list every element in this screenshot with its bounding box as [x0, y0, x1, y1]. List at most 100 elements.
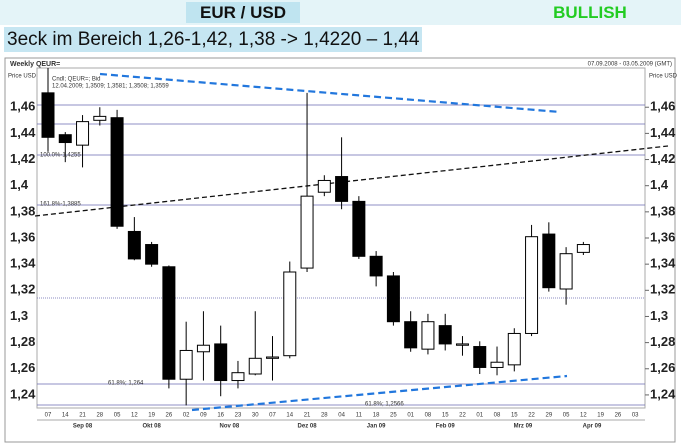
y-tick-label: 1,44: [650, 125, 676, 140]
y-tick-label: 1,24: [650, 386, 676, 401]
x-tick-label: 19: [597, 413, 604, 419]
x-tick-label: 15: [442, 413, 449, 419]
y-tick-label: 1,46: [650, 99, 675, 114]
y-tick-label: 1,34: [10, 256, 36, 271]
candle-body: [179, 349, 193, 380]
y-tick-label: 1,34: [650, 256, 676, 271]
annotation: 12.04.2009; 1,3509; 1,3581; 1,3508; 1,35…: [52, 84, 169, 90]
trend-line-lower: [191, 374, 568, 412]
y-tick-label: 1,36: [10, 229, 35, 244]
candle-body: [58, 134, 72, 144]
x-tick-label: 14: [62, 413, 69, 419]
candle-body: [300, 195, 314, 269]
candle-body: [507, 332, 521, 366]
candle-body: [196, 344, 210, 353]
annotation: 161.8%-1,3885: [40, 202, 81, 208]
candle-body: [93, 115, 107, 121]
x-tick-label: 28: [96, 413, 103, 419]
x-tick-label: 05: [563, 413, 570, 419]
x-tick-label: 09: [200, 413, 207, 419]
candle-body: [317, 179, 331, 193]
candle-body: [110, 117, 124, 227]
x-tick-label: 22: [528, 413, 535, 419]
month-label: Mrz 09: [514, 424, 533, 430]
month-label: Dez 08: [298, 424, 318, 430]
header-bar: EUR / USD BULLISH: [0, 0, 681, 25]
x-tick-label: 12: [131, 413, 138, 419]
month-label: Jan 09: [367, 424, 386, 430]
x-tick-label: 22: [459, 413, 466, 419]
month-label: Okt 08: [142, 424, 161, 430]
x-tick-label: 19: [148, 413, 155, 419]
x-tick-label: 08: [425, 413, 432, 419]
subtitle: 3eck im Bereich 1,26-1,42, 1,38 -> 1,422…: [4, 27, 423, 52]
x-tick-label: 25: [390, 413, 397, 419]
candle-body: [162, 266, 176, 380]
x-tick-label: 12: [580, 413, 587, 419]
chart: Weekly QEUR= 07.09.2008 - 03.05.2009 (GM…: [4, 57, 678, 443]
x-tick-label: 28: [321, 413, 328, 419]
x-tick-label: 18: [373, 413, 380, 419]
x-tick-label: 01: [407, 413, 414, 419]
month-label: Nov 08: [219, 424, 239, 430]
candle-body: [214, 343, 228, 382]
x-tick-label: 23: [235, 413, 242, 419]
month-label: Apr 09: [583, 424, 602, 430]
y-tick-label: 1,28: [10, 334, 35, 349]
x-tick-label: 29: [545, 413, 552, 419]
x-tick-label: 07: [269, 413, 276, 419]
candle-body: [335, 176, 349, 202]
y-tick-label: 1,46: [10, 99, 35, 114]
candle-body: [283, 271, 297, 357]
candle-body: [404, 321, 418, 349]
axis-label-left: Price USD: [8, 74, 37, 80]
y-tick-label: 1,38: [10, 203, 35, 218]
candle-body: [455, 343, 469, 346]
candle-body: [41, 92, 55, 138]
candle-body: [266, 356, 280, 359]
chart-title: Weekly QEUR=: [10, 61, 60, 68]
x-tick-label: 14: [286, 413, 293, 419]
x-tick-label: 04: [338, 413, 345, 419]
fib-lines: [37, 104, 645, 406]
y-tick-label: 1,4: [10, 177, 29, 192]
annotation: 61.8%; 1,2566: [365, 402, 404, 408]
y-tick-label: 1,4: [650, 177, 669, 192]
candle-body: [352, 200, 366, 257]
candle-body: [76, 121, 90, 146]
y-tick-label: 1,38: [650, 203, 675, 218]
axis-label-right: Price USD: [649, 74, 678, 80]
y-tick-label: 1,36: [650, 229, 675, 244]
x-tick-label: 26: [166, 413, 173, 419]
candle-body: [525, 236, 539, 334]
month-label: Sep 08: [73, 424, 93, 430]
candle-body: [231, 372, 245, 382]
candle-body: [386, 275, 400, 323]
y-tick-label: 1,26: [10, 360, 35, 375]
y-tick-label: 1,42: [650, 151, 675, 166]
y-tick-label: 1,26: [650, 360, 675, 375]
candle-body: [490, 361, 504, 368]
x-tick-label: 02: [183, 413, 190, 419]
x-tick-label: 15: [511, 413, 518, 419]
x-tick-label: 21: [304, 413, 311, 419]
y-tick-label: 1,42: [10, 151, 35, 166]
x-tick-label: 11: [356, 413, 363, 419]
annotation: Cndl; QEUR=; Bid: [52, 77, 101, 83]
x-tick-label: 08: [494, 413, 501, 419]
trend-line-mid: [34, 145, 669, 217]
candle-body: [473, 346, 487, 368]
date-range: 07.09.2008 - 03.05.2009 (GMT): [588, 62, 672, 68]
candle-body: [369, 255, 383, 277]
y-tick-label: 1,24: [10, 386, 36, 401]
x-tick-label: 05: [114, 413, 121, 419]
candle-body: [248, 357, 262, 375]
x-tick-label: 26: [615, 413, 622, 419]
candle-body: [438, 325, 452, 345]
pair-label: EUR / USD: [186, 2, 300, 23]
annotation: 100.0%-1,4255: [40, 153, 81, 159]
x-tick-label: 30: [252, 413, 259, 419]
x-tick-label: 16: [217, 413, 224, 419]
x-tick-label: 03: [632, 413, 639, 419]
